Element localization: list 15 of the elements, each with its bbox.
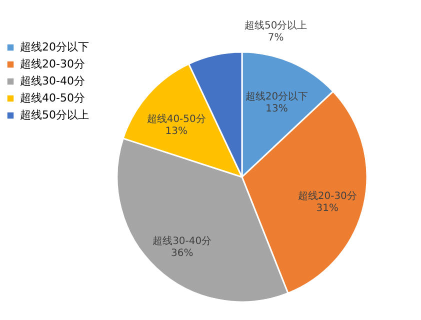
legend-label: 超线40-50分 bbox=[20, 92, 85, 104]
slice-label: 超线20分以下 bbox=[245, 90, 308, 103]
legend-label: 超线50分以上 bbox=[20, 108, 89, 122]
legend-label: 超线20分以下 bbox=[20, 40, 89, 54]
legend-label: 超线30-40分 bbox=[20, 74, 85, 88]
legend-label: 超线20-30分 bbox=[20, 58, 85, 70]
data-label: 13% bbox=[165, 126, 188, 138]
data-label: 13% bbox=[266, 104, 288, 115]
data-label: 7% bbox=[268, 32, 284, 44]
data-label: 31% bbox=[316, 203, 339, 214]
slice-label: 超线40-50分 bbox=[146, 113, 206, 126]
data-label: 36% bbox=[170, 248, 194, 259]
slice-label: 超线30-40分 bbox=[152, 234, 212, 247]
slice-label: 超线50分以上 bbox=[244, 20, 308, 32]
slice-label: 超线20-30分 bbox=[298, 190, 357, 202]
